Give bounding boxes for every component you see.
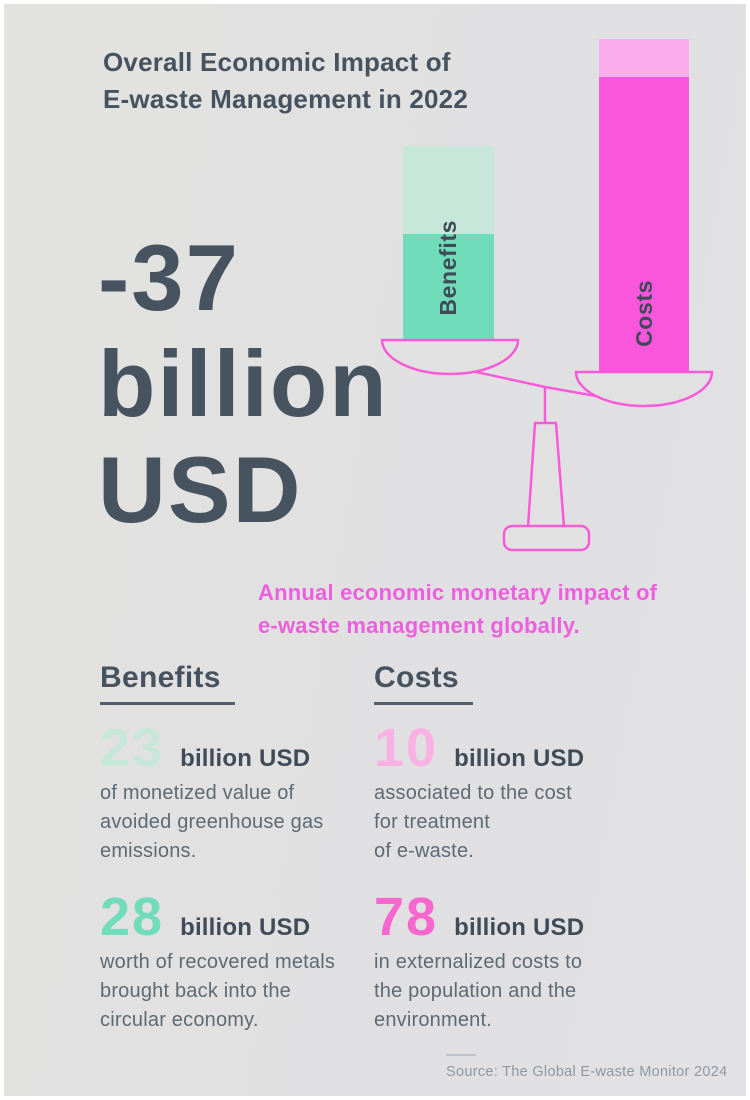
benefit-item-emissions: 23 billion USD of monetized value of avo…: [100, 721, 360, 866]
benefit-description: worth of recovered metals brought back i…: [100, 948, 360, 1035]
scale-pillar: [526, 421, 566, 529]
benefits-segment-avoided-emissions: [403, 146, 494, 234]
scale-left-pan: [380, 338, 520, 376]
cost-item-externalized: 78 billion USD in externalized costs to …: [374, 890, 674, 1035]
value-row: 78 billion USD: [374, 890, 674, 944]
benefit-description: of monetized value of avoided greenhouse…: [100, 779, 360, 866]
cost-value-10: 10: [374, 718, 439, 778]
benefits-stacked-bar: Benefits: [403, 146, 494, 340]
balance-scale-icon: [380, 338, 714, 552]
headline-unit-billion: billion: [98, 331, 389, 436]
desc-line: brought back into the: [100, 980, 291, 1002]
costs-segment-treatment: [599, 38, 689, 77]
value-row: 28 billion USD: [100, 890, 360, 944]
cost-item-treatment: 10 billion USD associated to the cost fo…: [374, 721, 674, 866]
desc-line: associated to the cost: [374, 782, 572, 804]
benefit-value-23: 23: [100, 718, 165, 778]
desc-line: of e-waste.: [374, 840, 475, 862]
benefits-column: Benefits 23 billion USD of monetized val…: [100, 663, 360, 1035]
desc-line: of monetized value of: [100, 782, 295, 804]
headline-value: -37: [98, 225, 240, 330]
benefit-item-metals: 28 billion USD worth of recovered metals…: [100, 890, 360, 1035]
desc-line: circular economy.: [100, 1009, 259, 1031]
caption-line: e-waste management globally.: [258, 613, 580, 638]
value-row: 10 billion USD: [374, 721, 674, 775]
net-impact-headline: -37 billion USD: [98, 225, 389, 543]
desc-line: environment.: [374, 1009, 493, 1031]
cost-description: associated to the cost for treatment of …: [374, 779, 674, 866]
page-title: Overall Economic Impact of E-waste Manag…: [103, 44, 468, 118]
scale-base: [502, 524, 591, 552]
annual-impact-caption: Annual economic monetary impact of e-was…: [258, 576, 657, 642]
desc-line: worth of recovered metals: [100, 951, 336, 973]
title-line: E-waste Management in 2022: [103, 84, 468, 114]
title-line: Overall Economic Impact of: [103, 47, 451, 77]
costs-stacked-bar: Costs: [599, 38, 689, 373]
benefits-segment-recovered-metals: [403, 233, 494, 340]
benefit-value-28: 28: [100, 887, 165, 947]
cost-description: in externalized costs to the population …: [374, 948, 674, 1035]
unit-label: billion USD: [180, 914, 311, 941]
benefits-header: Benefits: [100, 663, 235, 705]
desc-line: the population and the: [374, 980, 577, 1002]
caption-line: Annual economic monetary impact of: [258, 580, 658, 605]
scale-right-pan: [574, 370, 714, 408]
value-row: 23 billion USD: [100, 721, 360, 775]
source-text: Source: The Global E-waste Monitor 2024: [446, 1064, 728, 1080]
source-divider: [446, 1054, 476, 1056]
hero-section: Overall Economic Impact of E-waste Manag…: [98, 38, 714, 552]
costs-segment-externalized: [599, 76, 689, 373]
desc-line: for treatment: [374, 811, 490, 833]
cost-value-78: 78: [374, 887, 439, 947]
source-block: Source: The Global E-waste Monitor 2024: [446, 1054, 727, 1080]
costs-column: Costs 10 billion USD associated to the c…: [374, 663, 674, 1035]
unit-label: billion USD: [180, 745, 311, 772]
costs-header: Costs: [374, 663, 473, 705]
desc-line: emissions.: [100, 840, 197, 862]
desc-line: avoided greenhouse gas: [100, 811, 324, 833]
headline-unit-usd: USD: [98, 437, 303, 542]
desc-line: in externalized costs to: [374, 951, 583, 973]
unit-label: billion USD: [454, 745, 585, 772]
unit-label: billion USD: [454, 914, 585, 941]
